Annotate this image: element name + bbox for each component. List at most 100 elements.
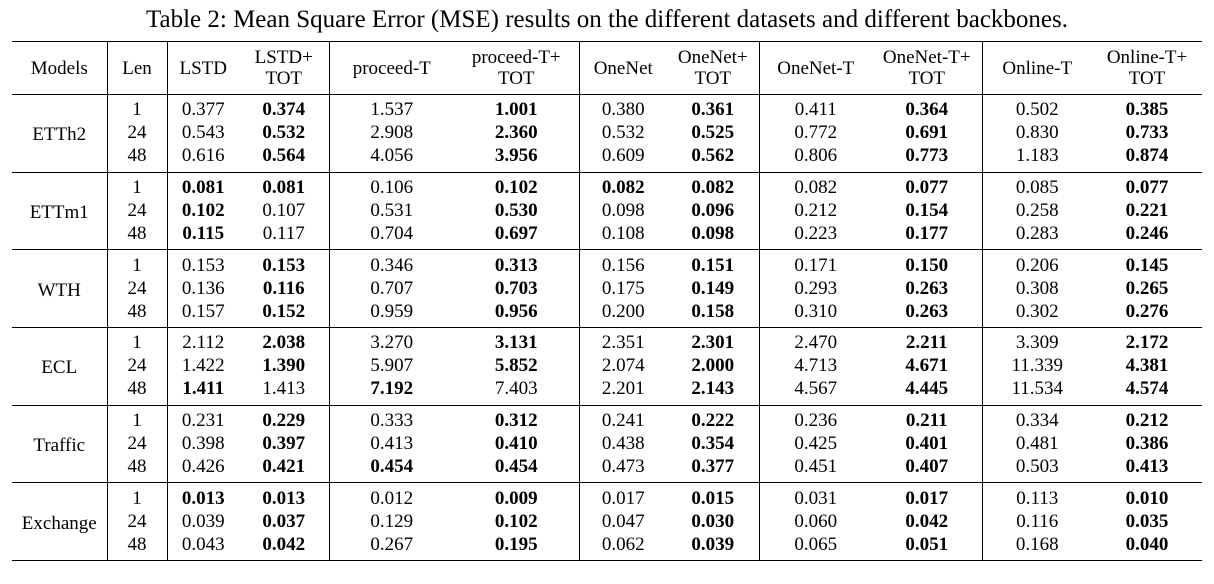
mse-value-cell: 0.733 — [1125, 122, 1169, 144]
mse-value-cell: 0.385 — [1125, 99, 1169, 121]
mse-value-cell: 0.377 — [667, 455, 760, 484]
mse-value-cell: 0.830 — [1015, 122, 1059, 144]
mse-value-cell: 0.222 — [667, 405, 760, 433]
mse-value-cell: 0.145 — [1125, 254, 1169, 276]
len-cell: 48 — [107, 144, 168, 173]
column-header: proceed-T — [329, 41, 454, 95]
mse-value-cell: 0.012 — [370, 487, 414, 509]
column-header-line: OneNet-T — [777, 57, 855, 79]
mse-value-cell: 0.959 — [329, 300, 454, 329]
table-row: 48 0.426 0.421 0.454 0.454 0.473 0.377 0.451 0.4… — [12, 455, 1202, 484]
column-header-line: LSTD+ — [254, 47, 313, 68]
mse-value-cell: 0.503 — [982, 455, 1092, 484]
mse-value-cell: 5.852 — [454, 354, 580, 378]
mse-value-cell: 0.098 — [667, 222, 760, 251]
mse-value-cell: 0.177 — [872, 222, 983, 251]
mse-value-cell: 4.381 — [1125, 355, 1169, 377]
mse-value-cell: 0.401 — [872, 432, 983, 456]
mse-value-cell: 0.200 — [579, 300, 667, 329]
mse-value-cell: 0.806 — [759, 144, 872, 173]
mse-value-cell: 0.171 — [794, 254, 838, 276]
mse-value-cell: 0.081 — [239, 172, 330, 200]
mse-value-cell: 0.564 — [239, 144, 330, 173]
mse-value-cell: 0.082 — [667, 172, 760, 200]
mse-value-cell: 0.616 — [167, 144, 239, 173]
column-header: OneNet+ TOT — [667, 41, 760, 95]
mse-value-cell: 0.051 — [872, 533, 983, 562]
column-header: OneNet-T — [759, 41, 872, 95]
mse-value-cell: 2.143 — [667, 377, 760, 406]
column-header: LSTD — [167, 41, 239, 95]
mse-value-cell: 0.212 — [1125, 410, 1169, 432]
mse-value-cell: 0.265 — [1125, 277, 1169, 299]
table-body: ETTh2 1 0.377 0.374 1.537 1.001 0.380 0.361 0.41… — [12, 94, 1202, 562]
mse-value-cell: 0.077 — [872, 172, 983, 200]
mse-value-cell: 0.175 — [601, 277, 645, 299]
mse-value-cell: 0.425 — [794, 433, 838, 455]
mse-value-cell: 0.502 — [1015, 99, 1059, 121]
mse-value-cell: 0.107 — [239, 199, 330, 223]
mse-value-cell: 0.236 — [794, 410, 838, 432]
len-cell: 48 — [107, 377, 168, 406]
mse-value-cell: 2.038 — [239, 327, 330, 355]
mse-value-cell: 5.907 — [370, 355, 414, 377]
column-header: OneNet-T+ TOT — [872, 41, 983, 95]
mse-value-cell: 0.312 — [454, 405, 580, 433]
mse-value-cell: 0.241 — [601, 410, 645, 432]
mse-value-cell: 0.263 — [872, 300, 983, 329]
table-row: 48 0.616 0.564 4.056 3.956 0.609 0.562 0.806 0.7… — [12, 144, 1202, 173]
table-row: 48 0.115 0.117 0.704 0.697 0.108 0.098 0.223 0.1… — [12, 222, 1202, 251]
mse-value-cell: 0.313 — [454, 249, 580, 278]
mse-value-cell: 0.150 — [872, 249, 983, 278]
mse-value-cell: 4.056 — [329, 144, 454, 173]
len-cell: 1 — [107, 327, 168, 355]
mse-value-cell: 0.108 — [579, 222, 667, 251]
column-header: Online-T — [982, 41, 1092, 95]
mse-value-cell: 0.772 — [794, 122, 838, 144]
table-row: Exchange 1 0.013 0.013 0.012 0.009 0.017 0.015 0… — [12, 482, 1202, 562]
model-name-cell: Exchange — [12, 482, 108, 562]
mse-value-cell: 0.009 — [454, 482, 580, 511]
len-cell: 48 — [107, 300, 168, 329]
mse-value-cell: 11.339 — [1011, 355, 1064, 377]
mse-value-cell: 0.411 — [794, 99, 837, 121]
column-header-line: TOT — [908, 68, 946, 89]
mse-value-cell: 1.183 — [982, 144, 1092, 173]
mse-value-cell: 0.374 — [239, 94, 330, 122]
table-row: 48 0.043 0.042 0.267 0.195 0.062 0.039 0.065 0.0… — [12, 533, 1202, 562]
column-header-line: proceed-T+ — [471, 47, 561, 68]
column-header: OneNet — [579, 41, 667, 95]
mse-value-cell: 0.117 — [239, 222, 330, 251]
len-cell: 24 — [107, 432, 168, 456]
table-row: 48 0.157 0.152 0.959 0.956 0.200 0.158 0.310 0.2… — [12, 300, 1202, 329]
mse-value-cell: 4.567 — [759, 377, 872, 406]
mse-value-cell: 0.115 — [167, 222, 239, 251]
mse-value-cell: 2.074 — [601, 355, 645, 377]
mse-value-cell: 3.309 — [1015, 332, 1059, 354]
mse-value-cell: 0.102 — [181, 200, 225, 221]
mse-value-cell: 4.445 — [872, 377, 983, 406]
mse-value-cell: 0.017 — [601, 487, 645, 509]
mse-value-cell: 0.096 — [667, 199, 760, 223]
mse-value-cell: 0.082 — [794, 177, 838, 199]
mse-value-cell: 0.060 — [794, 510, 838, 532]
column-header-line: TOT — [265, 68, 303, 89]
mse-value-cell: 0.065 — [759, 533, 872, 562]
mse-value-cell: 0.333 — [370, 410, 414, 432]
column-header-line: OneNet-T+ — [882, 47, 971, 68]
mse-value-cell: 0.407 — [872, 455, 983, 484]
mse-value-cell: 0.158 — [667, 300, 760, 329]
mse-value-cell: 1.411 — [167, 377, 239, 406]
mse-value-cell: 0.364 — [872, 94, 983, 122]
mse-value-cell: 2.112 — [182, 332, 225, 354]
mse-value-cell: 0.039 — [667, 533, 760, 562]
model-name-cell: ETTm1 — [12, 172, 108, 251]
mse-value-cell: 0.223 — [759, 222, 872, 251]
mse-value-cell: 0.707 — [370, 277, 414, 299]
mse-value-cell: 0.525 — [667, 121, 760, 145]
mse-value-cell: 0.302 — [982, 300, 1092, 329]
mse-value-cell: 2.351 — [601, 332, 645, 354]
table-caption: Table 2: Mean Square Error (MSE) results… — [145, 6, 1069, 33]
mse-value-cell: 0.206 — [1015, 254, 1059, 276]
mse-value-cell: 2.908 — [370, 122, 414, 144]
